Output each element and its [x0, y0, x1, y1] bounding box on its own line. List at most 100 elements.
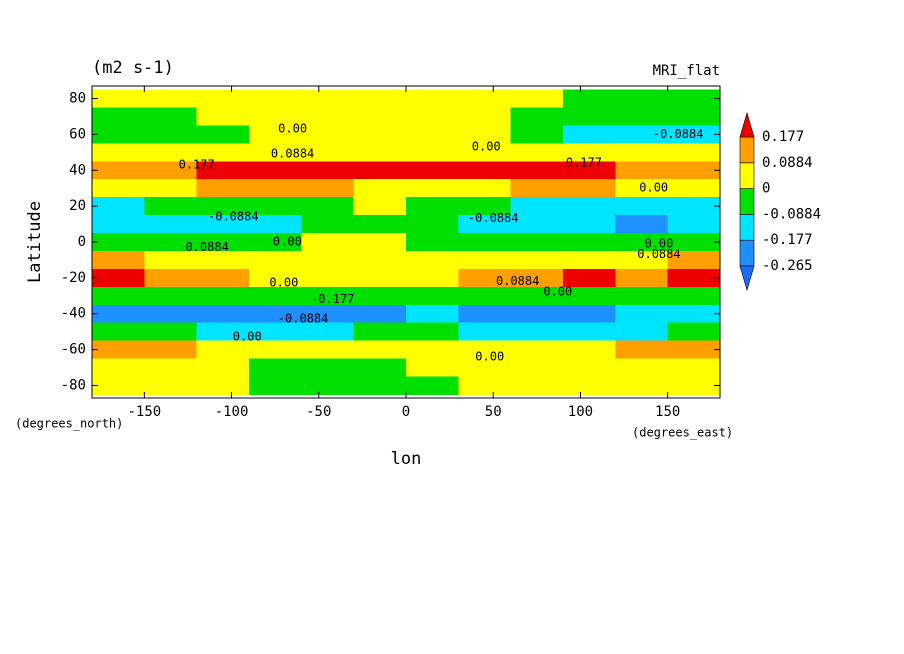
colorbar-label: 0.177	[762, 129, 804, 145]
field-cell	[615, 125, 669, 144]
field-cell	[353, 197, 407, 216]
field-cell	[353, 376, 407, 395]
field-cell	[353, 304, 407, 324]
field-cell	[615, 215, 669, 234]
field-cell	[406, 179, 459, 198]
field-cell	[458, 143, 512, 162]
field-cell	[353, 268, 407, 288]
field-cell	[615, 376, 669, 395]
field-cell	[563, 215, 616, 234]
field-cell	[301, 233, 355, 252]
field-cell	[563, 322, 616, 342]
field-cell	[510, 250, 564, 270]
field-cell	[301, 107, 355, 126]
field-cell	[458, 250, 512, 270]
field-cell	[196, 89, 250, 109]
field-cell	[92, 322, 145, 342]
field-cell	[301, 250, 355, 270]
y-tick-label: -20	[61, 270, 86, 286]
field-cell	[615, 286, 669, 306]
colorbar-label: 0	[762, 181, 770, 197]
field-cell	[563, 268, 616, 288]
field-cell	[196, 376, 250, 395]
field-cell	[144, 89, 198, 109]
field-cell	[249, 268, 302, 288]
field-cell	[667, 268, 721, 288]
field-cell	[92, 268, 145, 288]
contour-label: -0.0884	[208, 209, 259, 223]
field-cell	[458, 233, 512, 252]
y-tick-label: 80	[69, 91, 86, 107]
field-cell	[406, 233, 459, 252]
field-cell	[615, 197, 669, 216]
field-cell	[249, 161, 302, 180]
field-cell	[406, 197, 459, 216]
field-cell	[615, 358, 669, 377]
colorbar-triangle	[739, 111, 755, 138]
field-cell	[196, 250, 250, 270]
contour-label: 0.00	[472, 139, 501, 153]
field-cell	[92, 89, 145, 109]
field-cell	[615, 89, 669, 109]
field-cell	[458, 322, 512, 342]
field-cell	[510, 179, 564, 198]
field-cell	[92, 304, 145, 324]
field-cell	[667, 286, 721, 306]
field-cell	[458, 304, 512, 324]
field-cell	[406, 107, 459, 126]
field-cell	[249, 322, 302, 342]
field-cell	[510, 233, 564, 252]
field-cell	[144, 286, 198, 306]
field-cell	[92, 340, 145, 360]
y-tick-label: -80	[61, 377, 86, 393]
field-cell	[510, 107, 564, 126]
y-tick-label: 40	[69, 162, 86, 178]
field-cell	[249, 340, 302, 360]
contour-label: 0.00	[475, 349, 504, 363]
contour-label: 0.0884	[637, 247, 680, 261]
field-cell	[563, 358, 616, 377]
field-cell	[353, 161, 407, 180]
field-cell	[353, 358, 407, 377]
field-cell	[458, 358, 512, 377]
field-cell	[301, 304, 355, 324]
field-cell	[301, 215, 355, 234]
field-cell	[144, 125, 198, 144]
field-cell	[92, 161, 145, 180]
field-cell	[196, 179, 250, 198]
field-cell	[667, 340, 721, 360]
field-cell	[301, 125, 355, 144]
field-cell	[563, 107, 616, 126]
field-cell	[510, 268, 564, 288]
field-cell	[301, 322, 355, 342]
field-cell	[196, 340, 250, 360]
contour-label: 0.00	[278, 122, 307, 136]
field-cell	[510, 358, 564, 377]
field-cell	[510, 143, 564, 162]
field-cell	[249, 215, 302, 234]
field-cell	[615, 268, 669, 288]
y-tick-label: -40	[61, 306, 86, 322]
colorbar-label: -0.177	[762, 232, 813, 248]
contour-label: -0.0884	[653, 127, 704, 141]
field-cell	[301, 286, 355, 306]
field-cell	[563, 125, 616, 144]
field-cell	[249, 179, 302, 198]
field-cell	[92, 250, 145, 270]
field-cell	[406, 322, 459, 342]
field-cell	[563, 250, 616, 270]
contour-label: 0.00	[269, 276, 298, 290]
field-cell	[144, 340, 198, 360]
field-cell	[406, 376, 459, 395]
x-tick-label: -50	[306, 404, 331, 420]
field-cell	[144, 143, 198, 162]
y-tick-label: 0	[78, 234, 86, 250]
y-tick-label: -60	[61, 342, 86, 358]
field-cell	[144, 197, 198, 216]
field-cell	[353, 233, 407, 252]
field-cell	[196, 286, 250, 306]
field-cell	[458, 268, 512, 288]
field-cell	[144, 215, 198, 234]
field-cell	[301, 89, 355, 109]
field-cell	[563, 233, 616, 252]
